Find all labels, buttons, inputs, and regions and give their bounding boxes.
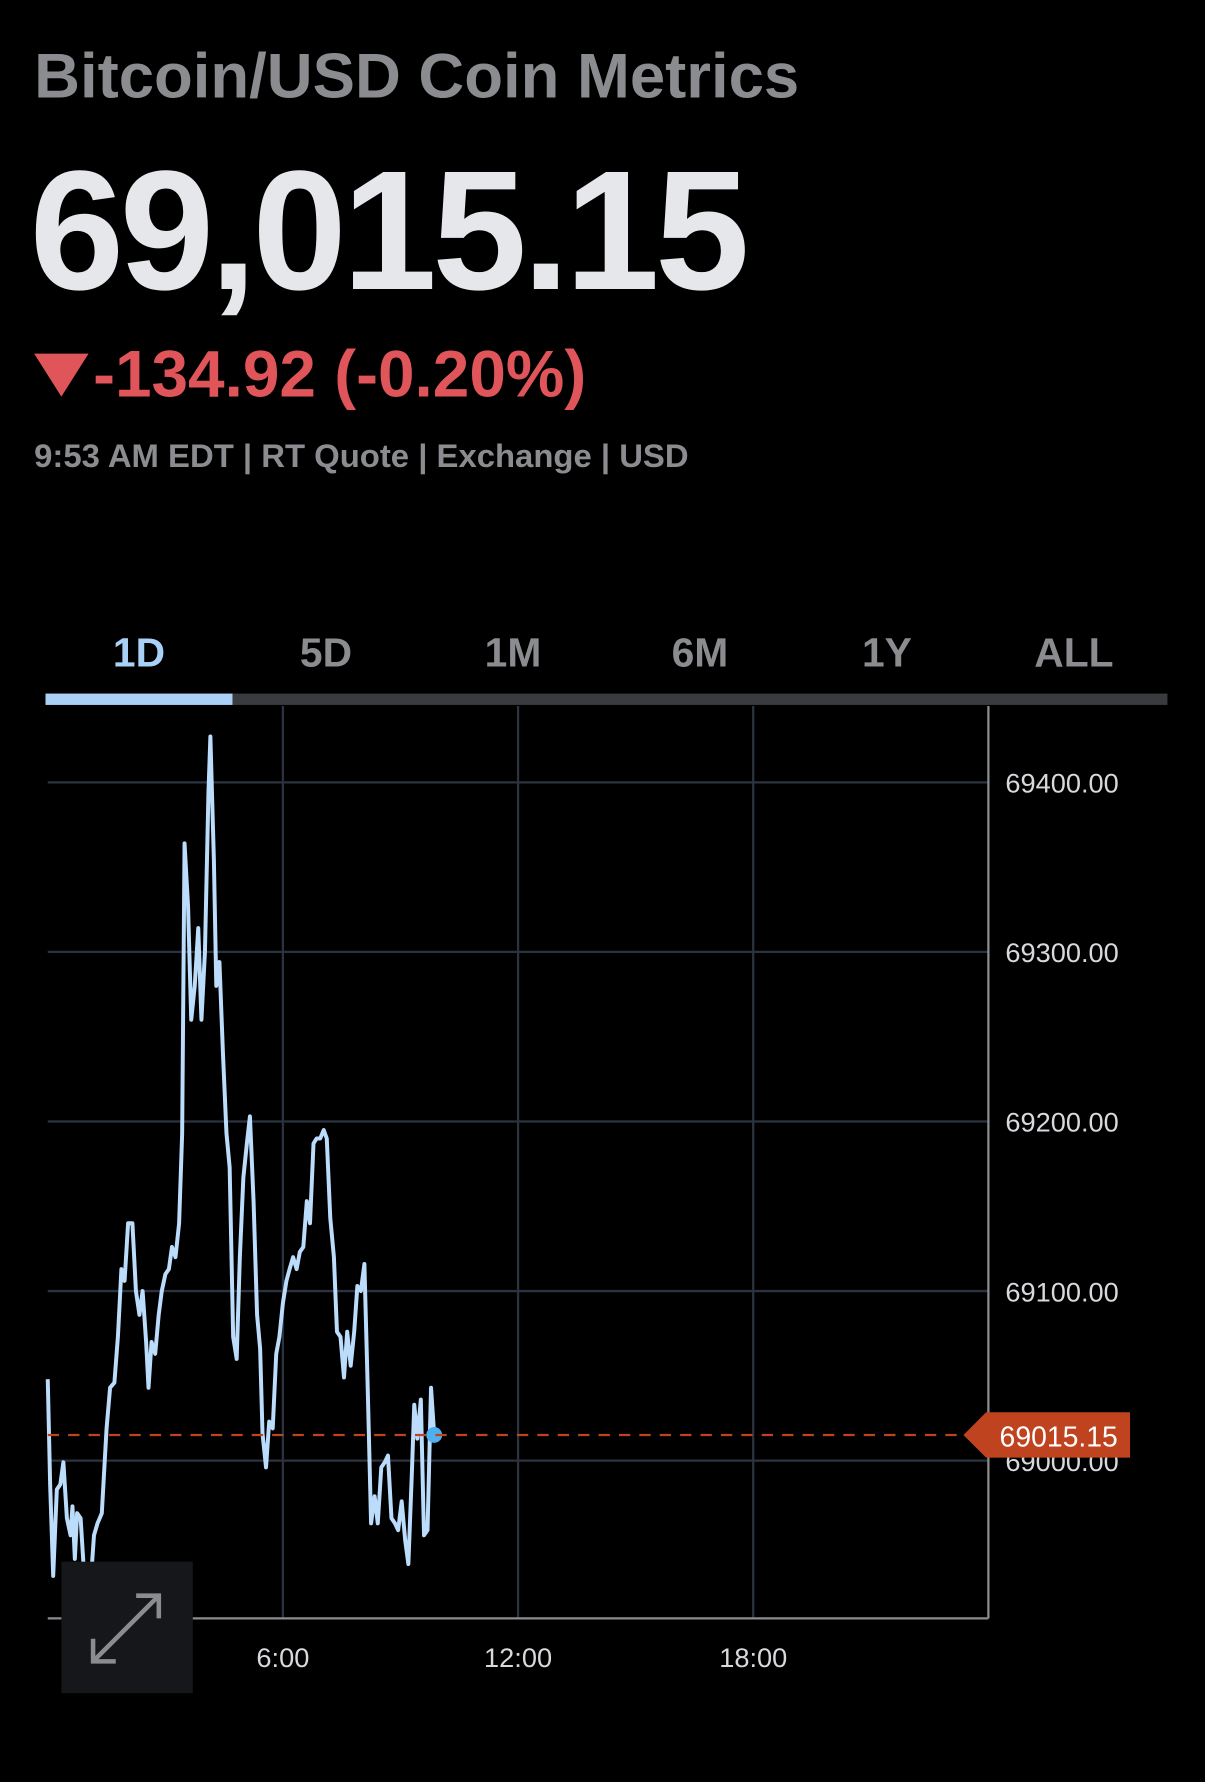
last-price-label: 69015.15 [1000,1421,1118,1453]
x-tick-label: 6:00 [256,1642,309,1673]
tab[interactable]: ALL [1034,629,1113,675]
x-tick-label: 18:00 [719,1642,787,1673]
last-price-tag [963,1412,1131,1458]
tabs: 1D 5D 1M 6M 1Y ALL [45,629,1168,705]
tab[interactable]: 6M [672,629,729,675]
y-tick-label: 69400.00 [1005,768,1118,799]
y-tick-label: 69300.00 [1005,937,1118,968]
title: Bitcoin/USD Coin Metrics [34,41,799,111]
tab-track [45,693,1168,705]
change: -134.92 (-0.20%) [93,337,586,411]
chart: 69000.0069100.0069200.0069300.0069400.00… [45,706,1131,1673]
y-tick-label: 69100.00 [1005,1276,1118,1307]
x-tick-label: 12:00 [484,1642,552,1673]
y-tick-label: 69200.00 [1005,1107,1118,1138]
tab[interactable]: 1M [485,629,542,675]
price-line [45,734,437,1584]
last-point [426,1427,443,1443]
down-arrow [34,353,89,397]
tab[interactable]: 1D [113,629,165,675]
tab[interactable]: 5D [300,629,352,675]
price: 69,015.15 [30,136,745,326]
tab[interactable]: 1Y [862,629,912,675]
expand-icon [90,1593,162,1664]
quote-meta: 9:53 AM EDT | RT Quote | Exchange | USD [34,437,688,474]
tab-indicator [45,693,233,705]
